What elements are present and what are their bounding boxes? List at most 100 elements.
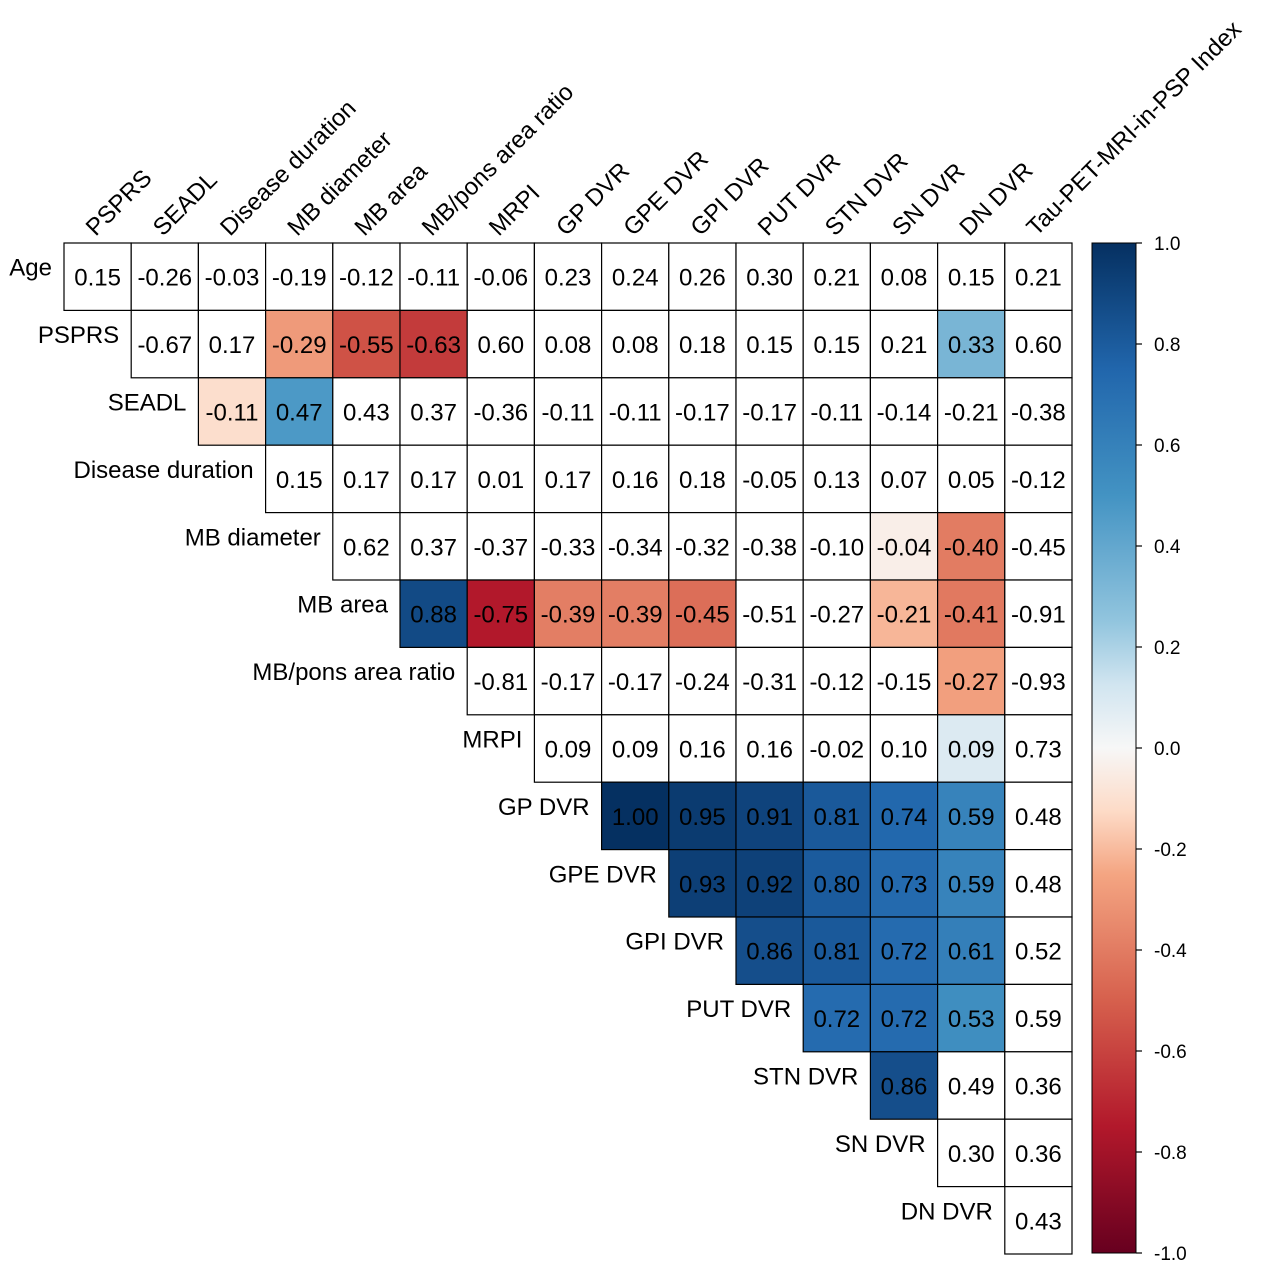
heatmap-cell-fill bbox=[668, 579, 737, 649]
colorbar-gradient bbox=[1091, 242, 1137, 1254]
heatmap-cell: 0.08 bbox=[533, 309, 603, 379]
heatmap-cell: 0.17 bbox=[332, 444, 401, 514]
heatmap-cell: 0.47 bbox=[265, 377, 334, 446]
cell-value-label: 0.08 bbox=[612, 332, 659, 359]
heatmap-cell: -0.12 bbox=[802, 646, 872, 716]
heatmap-cell: -0.17 bbox=[735, 377, 804, 446]
cell-value-label: -0.36 bbox=[473, 400, 528, 427]
row-label: Disease duration bbox=[73, 457, 253, 484]
column-label: DN DVR bbox=[954, 157, 1038, 241]
heatmap-cell-fill bbox=[936, 781, 1006, 851]
row-label: SN DVR bbox=[835, 1131, 926, 1158]
cell-value-label: 0.09 bbox=[948, 737, 995, 764]
row-label: GPI DVR bbox=[625, 929, 724, 956]
heatmap-cell: -0.34 bbox=[600, 511, 670, 581]
heatmap-cell-fill bbox=[265, 309, 334, 379]
cell-value-label: 0.49 bbox=[948, 1074, 995, 1101]
heatmap-cell: -0.26 bbox=[130, 242, 199, 312]
cell-value-label: 0.93 bbox=[679, 871, 726, 898]
heatmap-cell: 0.07 bbox=[869, 444, 939, 514]
cell-value-label: 0.92 bbox=[746, 871, 793, 898]
heatmap-cell: 0.60 bbox=[466, 309, 536, 379]
heatmap-cell-fill bbox=[1004, 444, 1073, 514]
column-label: Tau-PET-MRI-in-PSP Index bbox=[1022, 16, 1247, 241]
cell-value-label: 0.18 bbox=[679, 467, 726, 494]
heatmap-cell-fill bbox=[802, 646, 872, 716]
heatmap-cell: 0.10 bbox=[869, 714, 939, 783]
heatmap-cell: 0.17 bbox=[197, 309, 267, 379]
heatmap-cell: 0.21 bbox=[1004, 242, 1073, 312]
cell-value-label: 0.08 bbox=[545, 332, 592, 359]
heatmap-cell: 0.01 bbox=[466, 444, 536, 514]
heatmap-cell: -0.31 bbox=[735, 646, 804, 716]
colorbar-legend: 1.0 0.8 0.6 0.4 0.2 0.0 -0.2 -0.4 -0.6 -0.8 -1.0 bbox=[1091, 234, 1187, 1265]
heatmap-cell: 0.16 bbox=[600, 444, 670, 514]
cell-value-label: -0.45 bbox=[1011, 534, 1066, 561]
heatmap-cell: 0.15 bbox=[936, 242, 1006, 312]
cell-value-label: -0.12 bbox=[339, 265, 394, 292]
heatmap-cell: -0.45 bbox=[668, 579, 737, 649]
heatmap-cell: 0.80 bbox=[802, 848, 872, 918]
heatmap-cell: -0.14 bbox=[869, 377, 939, 446]
cell-value-label: 0.16 bbox=[679, 737, 726, 764]
heatmap-cell-fill bbox=[869, 983, 939, 1053]
cell-value-label: 0.30 bbox=[746, 265, 793, 292]
cell-value-label: 0.36 bbox=[1015, 1141, 1062, 1168]
cell-value-label: -0.91 bbox=[1011, 602, 1066, 629]
cell-value-label: 0.86 bbox=[881, 1074, 928, 1101]
cell-value-label: -0.39 bbox=[541, 602, 596, 629]
colorbar-tick-label: -0.2 bbox=[1154, 840, 1187, 861]
heatmap-cell-fill bbox=[802, 714, 872, 783]
cell-value-label: 0.72 bbox=[881, 1006, 928, 1033]
cell-value-label: 1.00 bbox=[612, 804, 659, 831]
heatmap-cell: -0.29 bbox=[265, 309, 334, 379]
heatmap-cell: -0.21 bbox=[936, 377, 1006, 446]
colorbar-tick-label: 0.2 bbox=[1154, 638, 1180, 659]
heatmap-cell-fill bbox=[936, 848, 1006, 918]
heatmap-cell: 0.09 bbox=[936, 714, 1006, 783]
heatmap-cell-fill bbox=[735, 781, 804, 851]
heatmap-cell-fill bbox=[936, 242, 1006, 312]
column-label: SEADL bbox=[148, 166, 223, 241]
heatmap-cell: 0.53 bbox=[936, 983, 1006, 1053]
heatmap-cell: 0.17 bbox=[533, 444, 603, 514]
row-label: DN DVR bbox=[901, 1198, 993, 1225]
heatmap-cell: 0.93 bbox=[668, 848, 737, 918]
cell-value-label: -0.67 bbox=[137, 332, 192, 359]
heatmap-cell-fill bbox=[668, 444, 737, 514]
heatmap-cell: 0.09 bbox=[533, 714, 603, 783]
heatmap-cell: -0.45 bbox=[1004, 511, 1073, 581]
heatmap-cell-fill bbox=[600, 511, 670, 581]
cell-value-label: -0.27 bbox=[944, 669, 999, 696]
cell-value-label: 0.17 bbox=[545, 467, 592, 494]
heatmap-cell: 0.92 bbox=[735, 848, 804, 918]
heatmap-cell-fill bbox=[802, 444, 872, 514]
column-label: GP DVR bbox=[551, 157, 635, 241]
heatmap-cell-fill bbox=[466, 579, 536, 649]
heatmap-cell: 0.13 bbox=[802, 444, 872, 514]
heatmap-cell: 0.48 bbox=[1004, 781, 1073, 851]
heatmap-cell-fill bbox=[936, 714, 1006, 783]
cell-value-label: -0.17 bbox=[608, 669, 663, 696]
cell-value-label: 0.07 bbox=[881, 467, 928, 494]
heatmap-cell-fill bbox=[936, 1118, 1006, 1188]
heatmap-cell-fill bbox=[1004, 848, 1073, 918]
heatmap-cell: -0.17 bbox=[533, 646, 603, 716]
heatmap-cell-fill bbox=[1004, 983, 1073, 1053]
heatmap-cell-fill bbox=[533, 579, 603, 649]
row-label: GPE DVR bbox=[549, 861, 657, 888]
cell-value-label: -0.11 bbox=[810, 400, 863, 427]
heatmap-cell: -0.21 bbox=[869, 579, 939, 649]
colorbar-tick-label: -0.6 bbox=[1154, 1042, 1187, 1063]
cell-value-label: 0.33 bbox=[948, 332, 995, 359]
heatmap-cell-fill bbox=[735, 714, 804, 783]
cell-value-label: -0.17 bbox=[675, 400, 730, 427]
colorbar-tick-label: 0.8 bbox=[1154, 335, 1180, 356]
cell-value-label: 0.16 bbox=[612, 467, 659, 494]
cell-value-label: -0.26 bbox=[137, 265, 192, 292]
cell-value-label: -0.39 bbox=[608, 602, 663, 629]
heatmap-cell-fill bbox=[869, 579, 939, 649]
heatmap-cell: -0.41 bbox=[936, 579, 1006, 649]
cell-value-label: -0.11 bbox=[407, 265, 460, 292]
cell-value-label: -0.11 bbox=[609, 400, 662, 427]
